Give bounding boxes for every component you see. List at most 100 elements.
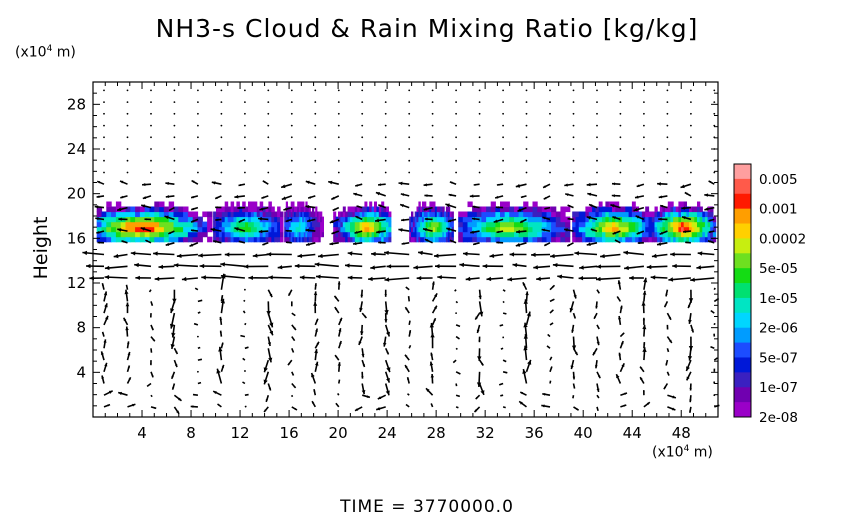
cloud-cell	[300, 231, 303, 238]
wind-vector	[425, 387, 434, 396]
wind-vector-head	[247, 394, 249, 396]
cloud-cell	[438, 206, 441, 213]
cloud-cell	[284, 211, 287, 218]
cloud-cell	[139, 231, 146, 238]
wind-vector	[313, 301, 318, 314]
cloud-cell	[431, 201, 434, 208]
cloud-cell	[411, 226, 414, 233]
wind-vector	[125, 326, 129, 337]
cloud-cell	[366, 216, 370, 223]
colorbar-swatch	[734, 223, 751, 239]
cloud-cell	[467, 226, 473, 233]
wind-vector	[667, 406, 676, 411]
wind-vector	[384, 277, 410, 282]
cloud-cell	[357, 226, 361, 233]
cloud-cell	[699, 221, 703, 228]
cloud-cell	[192, 216, 199, 223]
cloud-cell	[595, 221, 600, 228]
wind-vector-head	[108, 390, 113, 394]
cloud-cell	[357, 231, 361, 238]
cloud-cell	[315, 231, 318, 238]
wind-vector	[244, 322, 247, 326]
cloud-cell	[667, 226, 672, 233]
cloud-cell	[383, 226, 387, 233]
x-tick-label: 36	[525, 424, 544, 442]
wind-vector	[375, 191, 386, 197]
wind-vector-head	[360, 331, 364, 336]
wind-vector	[633, 206, 645, 212]
cloud-cell	[681, 206, 685, 213]
wind-vector	[244, 159, 246, 162]
cloud-cell	[673, 211, 677, 218]
cloud-cell	[130, 221, 136, 228]
wind-vector-head	[668, 277, 674, 282]
cloud-cell	[605, 231, 610, 238]
wind-vector-head	[516, 229, 520, 234]
cloud-cell	[218, 226, 223, 233]
cloud-cell	[347, 236, 351, 243]
wind-vector-head	[592, 352, 596, 356]
cloud-cell	[295, 211, 298, 218]
cloud-cell	[271, 226, 275, 233]
wind-vector	[360, 289, 364, 298]
wind-vector-head	[520, 392, 524, 395]
wind-vector	[509, 252, 527, 257]
wind-vector-head	[681, 206, 685, 210]
wind-vector	[248, 275, 269, 280]
wind-vector-head	[541, 404, 545, 408]
wind-vector	[173, 159, 176, 162]
cloud-cell	[364, 226, 368, 233]
wind-vector-head	[550, 356, 552, 359]
wind-vector	[452, 359, 457, 364]
wind-vector-head	[376, 407, 381, 411]
cloud-cell	[440, 236, 443, 243]
cloud-cell	[490, 216, 496, 223]
cloud-cell	[259, 236, 264, 243]
wind-vector-head	[458, 325, 460, 327]
wind-vector-head	[620, 305, 623, 309]
cloud-cell	[183, 226, 189, 233]
cloud-cell	[500, 231, 506, 238]
cloud-cell	[308, 226, 311, 233]
cloud-cell	[303, 221, 306, 228]
cloud-cell	[675, 206, 679, 213]
wind-vector	[542, 183, 551, 189]
wind-vector	[477, 348, 482, 361]
wind-vector	[142, 183, 152, 187]
wind-vector	[314, 318, 319, 326]
cloud-cell	[523, 206, 529, 213]
wind-vector-head	[512, 263, 518, 268]
cloud-cell	[302, 216, 305, 223]
cloud-cell	[449, 231, 452, 238]
cloud-cell	[364, 236, 368, 243]
cloud-cell	[294, 206, 297, 213]
wind-vector-head	[94, 205, 99, 209]
wind-vector-head	[158, 264, 164, 269]
wind-vector-head	[496, 241, 499, 244]
wind-vector	[502, 112, 504, 115]
wind-vector-head	[665, 293, 668, 297]
wind-vector	[596, 406, 599, 412]
cloud-cell	[575, 211, 580, 218]
cloud-cell	[541, 236, 547, 243]
cloud-cell	[294, 226, 297, 233]
cloud-cell	[681, 236, 685, 243]
wind-vector	[689, 406, 692, 413]
cloud-cell	[560, 226, 566, 233]
wind-vector-head	[457, 407, 459, 408]
cloud-cell	[350, 211, 353, 218]
cloud-cell	[481, 216, 487, 223]
cloud-cell	[312, 231, 315, 238]
cloud-cell	[645, 216, 650, 223]
cloud-cell	[618, 236, 623, 243]
wind-vector-head	[335, 355, 338, 358]
wind-vector	[670, 252, 691, 257]
wind-vector	[173, 263, 198, 268]
wind-vector-head	[431, 403, 433, 405]
cloud-cell	[340, 221, 344, 228]
cloud-cell	[221, 211, 226, 218]
cloud-cell	[592, 236, 596, 243]
cloud-cell	[605, 236, 610, 243]
cloud-cell	[224, 211, 229, 218]
cloud-cell	[149, 206, 155, 213]
